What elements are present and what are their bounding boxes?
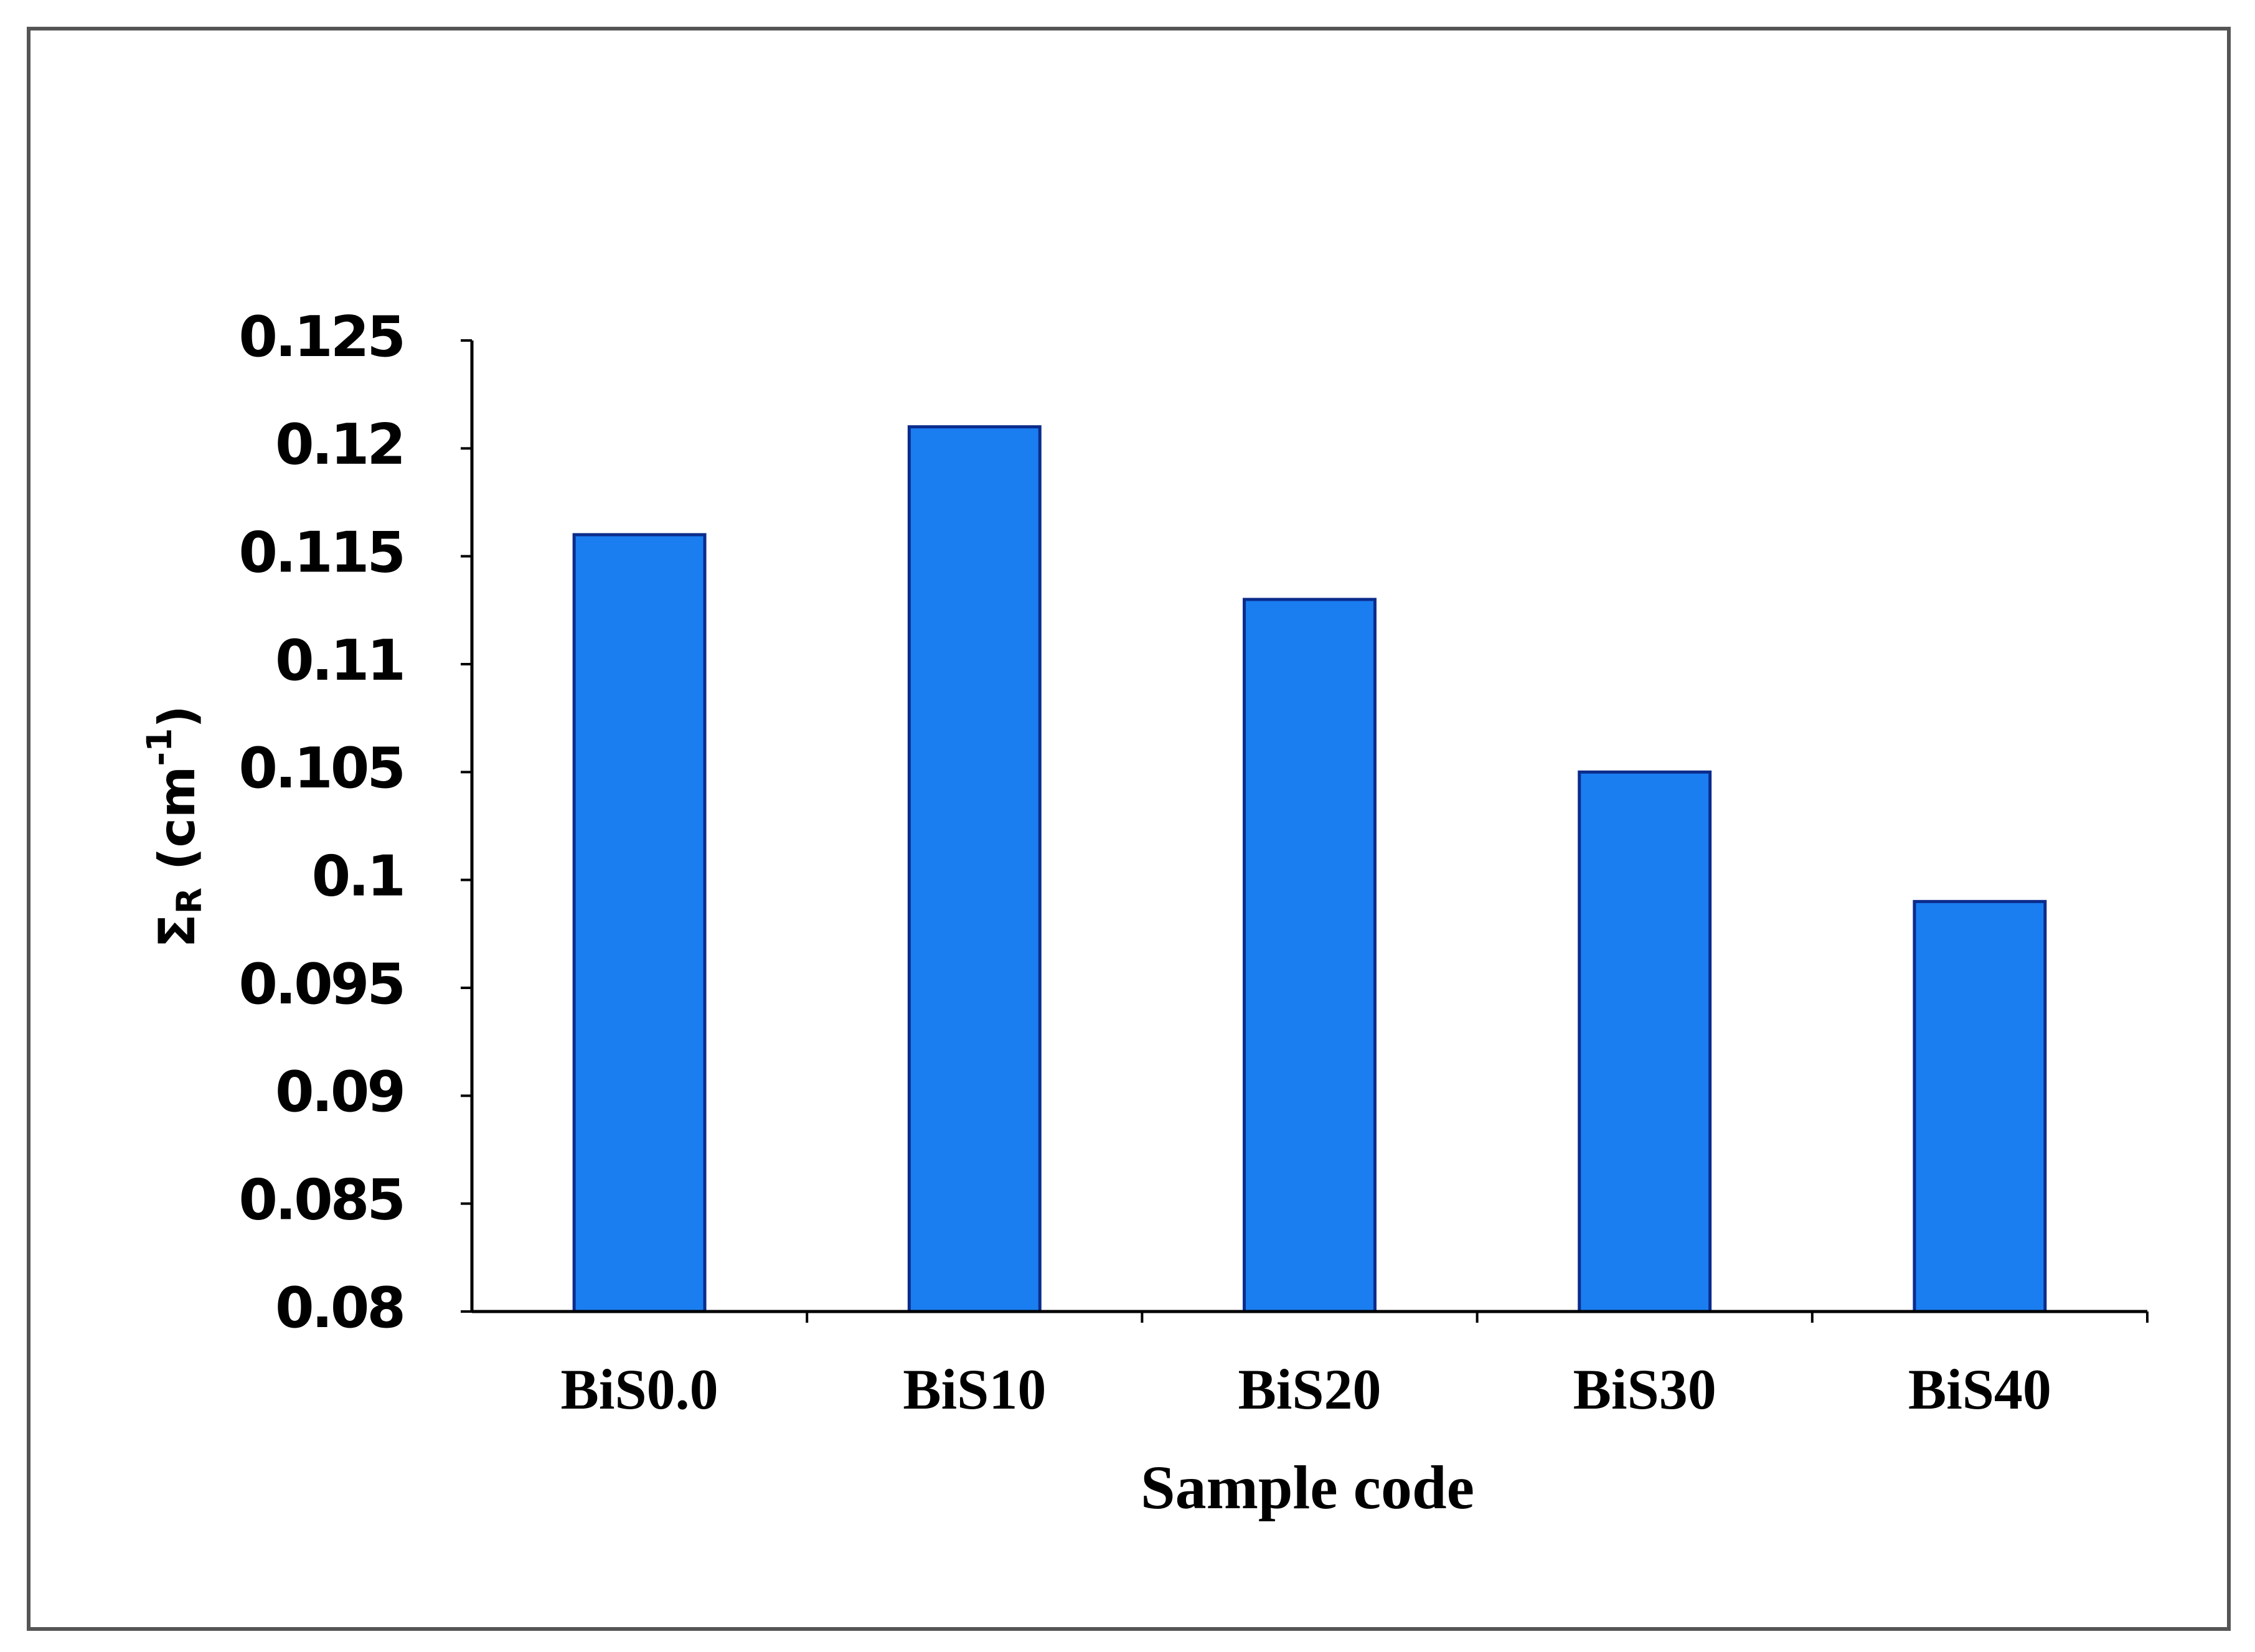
y-tick-label: 0.1	[312, 844, 403, 909]
bar	[1913, 899, 2047, 1313]
y-tick-label: 0.115	[238, 520, 403, 586]
x-tick-label: BiS0.0	[561, 1358, 718, 1421]
x-tick-label: BiS40	[1908, 1358, 2051, 1421]
y-axis-label: ΣR (cm-1)	[139, 705, 209, 948]
y-tick-label: 0.08	[275, 1275, 403, 1341]
bar	[572, 533, 707, 1313]
y-tick-label: 0.125	[238, 304, 403, 370]
y-tick-label: 0.095	[238, 952, 403, 1017]
x-tick-label: BiS20	[1238, 1358, 1381, 1421]
y-tick-label: 0.11	[275, 628, 403, 693]
bar	[1243, 598, 1377, 1313]
y-tick-label: 0.105	[238, 736, 403, 801]
x-axis-label: Sample code	[1141, 1453, 1474, 1522]
bar	[1578, 770, 1712, 1313]
y-tick-label: 0.085	[238, 1168, 403, 1233]
bar	[907, 425, 1042, 1313]
y-tick-label: 0.09	[275, 1059, 403, 1125]
y-tick-label: 0.12	[275, 412, 403, 477]
x-tick-label: BiS10	[903, 1358, 1046, 1421]
x-tick-label: BiS30	[1573, 1358, 1716, 1421]
frame	[27, 27, 2231, 1631]
